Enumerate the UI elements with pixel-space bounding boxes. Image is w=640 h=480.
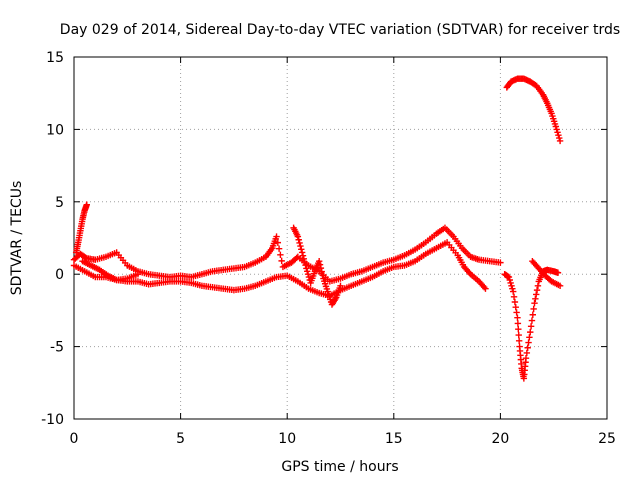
data-point [299, 252, 307, 259]
data-point [552, 123, 560, 130]
data-point [277, 251, 284, 258]
data-point [482, 285, 489, 292]
chart-title: Day 029 of 2014, Sidereal Day-to-day VTE… [60, 22, 620, 38]
data-point [82, 254, 89, 261]
x-axis-title: GPS time / hours [281, 459, 398, 475]
data-point [83, 201, 90, 208]
data-point [509, 288, 517, 295]
plot-frame [73, 56, 608, 420]
data-point [515, 326, 522, 333]
series-5 [501, 266, 562, 382]
data-point [556, 134, 563, 142]
data-point [305, 273, 313, 281]
data-point [533, 291, 540, 298]
data-point [514, 314, 521, 321]
data-point [556, 137, 564, 145]
data-point [526, 334, 533, 341]
data-point [513, 309, 520, 316]
y-tick-label: -10 [41, 412, 64, 428]
series-3 [79, 257, 142, 284]
data-point [510, 293, 518, 300]
data-point [497, 259, 504, 266]
data-point [302, 262, 309, 269]
series-6 [529, 257, 564, 289]
data-point [533, 286, 541, 294]
y-tick-labels: -10 -5 0 5 10 15 [41, 50, 64, 428]
data-point [134, 271, 142, 278]
data-point [527, 323, 535, 330]
data-point [522, 354, 530, 362]
data-point [301, 258, 308, 266]
data-point [523, 349, 531, 357]
x-tick-label: 10 [278, 431, 296, 447]
data-point [508, 282, 515, 289]
data-point [553, 126, 560, 133]
data-point [295, 236, 302, 243]
data-point [530, 305, 537, 313]
data-point [554, 129, 561, 136]
x-tick-label: 5 [176, 431, 185, 447]
data-point [511, 298, 519, 306]
data-point [300, 255, 308, 263]
data-point [304, 271, 312, 278]
series-2 [72, 201, 90, 256]
data-point [294, 233, 302, 240]
data-point [297, 242, 304, 250]
data-point [507, 279, 514, 287]
data-point [315, 257, 323, 265]
data-point [303, 265, 310, 272]
series-7 [503, 75, 564, 145]
data-point [512, 304, 519, 311]
data-point [555, 131, 562, 139]
axis-ticks [73, 56, 608, 420]
data-point [505, 273, 513, 281]
data-point [319, 271, 326, 279]
data-point [506, 276, 513, 284]
data-point [515, 331, 522, 339]
data-point [531, 299, 538, 307]
data-point [534, 282, 542, 289]
data-point [532, 295, 539, 303]
data-point [514, 320, 522, 327]
data-point [318, 268, 325, 275]
data-point [515, 337, 523, 345]
y-tick-label: 15 [46, 50, 64, 66]
data-point [527, 328, 534, 336]
data-point [275, 245, 283, 252]
data-point [556, 282, 564, 289]
x-tick-label: 25 [598, 431, 616, 447]
x-tick-label: 20 [491, 431, 509, 447]
data-point [273, 233, 280, 240]
y-tick-label: -5 [50, 340, 64, 356]
data-point [337, 282, 344, 289]
data-point [274, 239, 282, 246]
series-4 [290, 224, 344, 308]
y-tick-label: 0 [55, 267, 64, 283]
data-point [529, 311, 537, 318]
data-markers [70, 75, 564, 382]
data-point [317, 264, 325, 272]
data-point [509, 285, 516, 292]
data-point [298, 249, 306, 256]
x-tick-label: 0 [70, 431, 79, 447]
y-axis-title: SDTVAR / TECUs [9, 181, 25, 296]
y-tick-label: 5 [55, 195, 64, 211]
x-tick-label: 15 [385, 431, 403, 447]
data-point [298, 246, 305, 253]
data-point [525, 339, 532, 346]
data-point [524, 344, 531, 351]
data-point [278, 257, 285, 265]
data-point [528, 317, 536, 324]
data-point [304, 268, 311, 275]
gridlines [74, 57, 607, 419]
data-point [296, 239, 303, 247]
x-tick-labels: 0 5 10 15 20 25 [70, 431, 616, 447]
data-point [316, 261, 324, 268]
y-tick-label: 10 [46, 122, 64, 138]
data-point [554, 269, 562, 276]
